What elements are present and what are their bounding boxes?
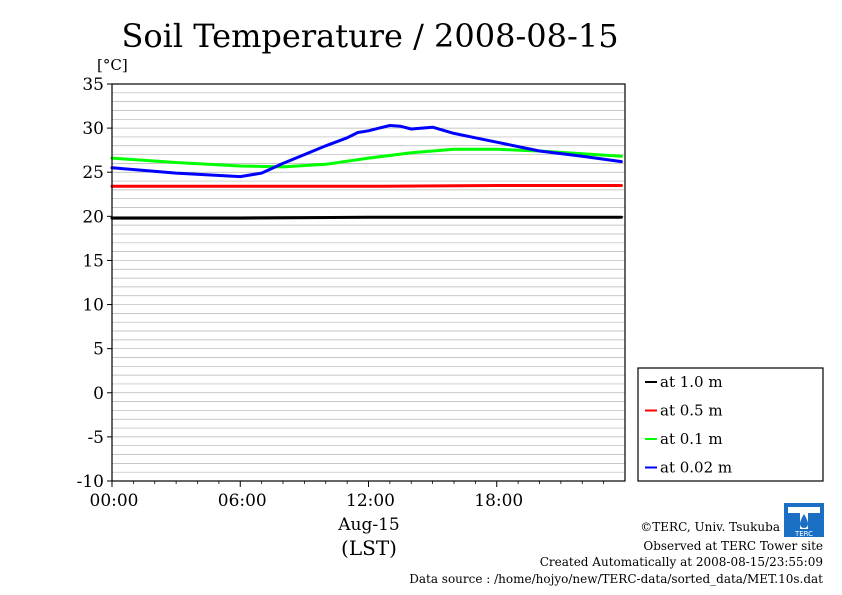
legend-label: at 0.02 m (660, 459, 732, 477)
y-tick-labels: 35 30 25 20 15 10 5 0 -5 -10 (77, 75, 112, 492)
legend-label: at 0.1 m (660, 430, 723, 448)
y-tick-label: -5 (87, 428, 104, 448)
y-axis-label: [°C] (97, 56, 128, 74)
y-tick-label: 15 (82, 251, 104, 271)
series-line-3 (110, 124, 623, 179)
data-source-text: Data source : /home/hojyo/new/TERC-data/… (409, 572, 823, 586)
created-text: Created Automatically at 2008-08-15/23:5… (540, 555, 823, 569)
logo-text: TERC (794, 530, 813, 537)
y-tick-label: -10 (77, 472, 104, 492)
y-tick-label: 35 (82, 75, 104, 95)
grid-lines (112, 83, 625, 482)
series-line-1 (110, 184, 623, 188)
x-tick-labels: 00:00 06:00 12:00 18:00 (90, 481, 605, 511)
x-tick-label: 06:00 (218, 491, 267, 511)
y-tick-label: 20 (82, 207, 104, 227)
x-tick-label: 00:00 (90, 491, 139, 511)
y-tick-label: 30 (82, 119, 104, 139)
series-line-0 (110, 215, 623, 220)
terc-logo-icon: TERC (784, 503, 824, 537)
series-lines (110, 124, 623, 220)
x-tick-label: 12:00 (346, 491, 395, 511)
credits: ©TERC, Univ. Tsukuba Observed at TERC To… (409, 520, 823, 586)
y-tick-label: 0 (93, 384, 104, 404)
x-axis-date-label: Aug-15 (337, 515, 399, 535)
legend: at 1.0 m at 0.5 m at 0.1 m at 0.02 m (637, 367, 824, 482)
y-tick-label: 10 (82, 296, 104, 316)
y-tick-label: 25 (82, 163, 104, 183)
chart-title: Soil Temperature / 2008-08-15 (121, 17, 618, 55)
copyright-text: ©TERC, Univ. Tsukuba (640, 520, 780, 534)
x-axis-unit-label: (LST) (341, 536, 397, 560)
plot-frame (111, 83, 626, 482)
y-tick-label: 5 (93, 340, 104, 360)
observed-text: Observed at TERC Tower site (643, 539, 823, 553)
legend-label: at 1.0 m (660, 373, 723, 391)
legend-box (637, 367, 824, 482)
legend-label: at 0.5 m (660, 402, 723, 420)
x-tick-label: 18:00 (474, 491, 523, 511)
